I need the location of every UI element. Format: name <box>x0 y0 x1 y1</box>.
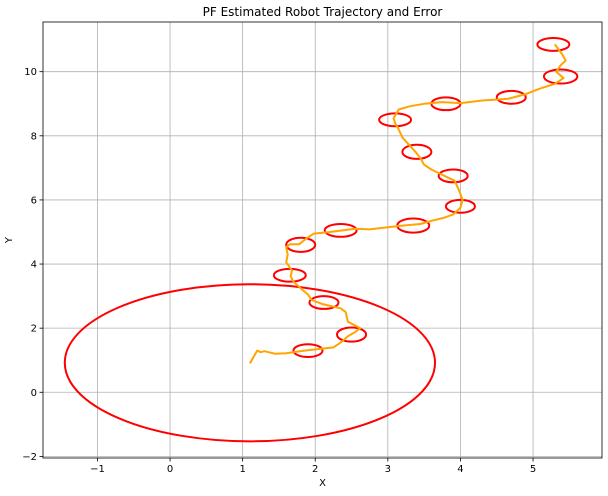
error-ellipse <box>542 68 579 85</box>
error-ellipse <box>437 168 469 184</box>
error-ellipse <box>63 283 437 443</box>
trajectory-series <box>249 43 567 364</box>
error-ellipse <box>378 112 413 128</box>
y-tick-label: 10 <box>24 67 37 78</box>
error-ellipse <box>292 343 324 359</box>
error-ellipse <box>495 89 527 105</box>
y-tick-label: 0 <box>31 388 37 399</box>
error-ellipse <box>444 198 476 214</box>
y-tick-label: 4 <box>31 260 37 271</box>
x-tick-label: 1 <box>239 464 245 475</box>
y-tick-label: 2 <box>31 324 37 335</box>
axis-ticks: −1 0 1 2 3 4 5 −2 0 2 4 6 8 10 <box>22 67 536 475</box>
y-tick-label: −2 <box>22 452 37 463</box>
error-ellipse <box>285 236 317 253</box>
x-axis-label: X <box>319 478 326 489</box>
y-axis-label: Y <box>4 236 15 244</box>
trajectory-line <box>249 43 567 364</box>
grid-lines <box>43 22 602 458</box>
error-ellipse <box>536 37 571 52</box>
x-tick-label: −1 <box>90 464 105 475</box>
error-ellipse <box>401 143 433 160</box>
y-tick-label: 6 <box>31 195 37 206</box>
x-tick-label: 4 <box>457 464 463 475</box>
error-ellipse <box>336 326 368 343</box>
y-tick-label: 8 <box>31 131 37 142</box>
x-tick-label: 5 <box>530 464 536 475</box>
x-tick-label: 0 <box>167 464 173 475</box>
plot-frame <box>42 21 603 459</box>
x-tick-label: 3 <box>385 464 391 475</box>
error-ellipse <box>323 222 358 238</box>
x-tick-label: 2 <box>312 464 318 475</box>
chart-title: PF Estimated Robot Trajectory and Error <box>203 5 443 19</box>
error-ellipse <box>308 295 340 310</box>
